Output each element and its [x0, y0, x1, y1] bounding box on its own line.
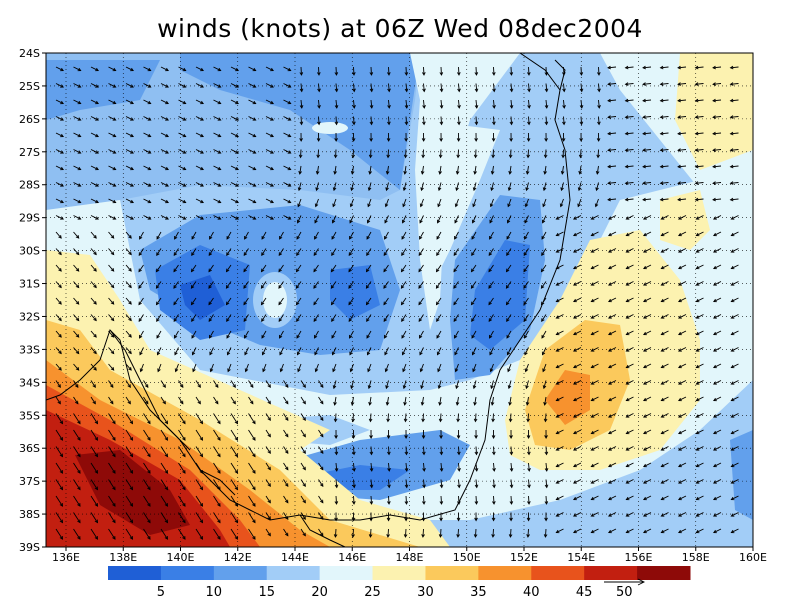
lon-tick-label: 150E	[453, 551, 481, 564]
colorbar-swatch	[213, 566, 268, 580]
colorbar-swatch	[584, 566, 638, 580]
lat-tick-label: 35S	[19, 409, 40, 422]
lat-tick-label: 30S	[19, 245, 40, 258]
wind-vectors	[55, 65, 739, 540]
lat-tick-label: 31S	[19, 278, 40, 291]
colorbar-label: 20	[311, 585, 328, 600]
lon-tick-label: 154E	[567, 551, 595, 564]
colorbar-label: 5	[157, 585, 165, 600]
colorbar-label: 25	[364, 585, 381, 600]
colorbar-swatch	[108, 566, 162, 580]
colorbar-swatch	[531, 566, 585, 580]
coastline	[46, 53, 571, 547]
lat-tick-label: 29S	[19, 212, 40, 225]
lon-tick-label: 160E	[739, 551, 767, 564]
axis-ticks: 136E 138E 140E 142E 144E 146E 148E 150E 152E 154E…	[19, 47, 767, 564]
lat-tick-label: 39S	[19, 541, 40, 554]
lon-tick-label: 140E	[167, 551, 195, 564]
lon-tick-label: 152E	[510, 551, 538, 564]
colorbar-swatch	[425, 566, 479, 580]
colorbar-swatch	[319, 566, 374, 580]
colorbar-label: 45	[576, 585, 593, 600]
lat-tick-label: 36S	[19, 442, 40, 455]
lon-tick-label: 142E	[224, 551, 252, 564]
lon-tick-label: 148E	[396, 551, 424, 564]
lat-tick-label: 32S	[19, 310, 40, 323]
lat-tick-label: 34S	[19, 376, 40, 389]
colorbar-label: 40	[523, 585, 540, 600]
lat-tick-label: 28S	[19, 179, 40, 192]
plot-frame	[45, 52, 754, 548]
lat-tick-label: 33S	[19, 343, 40, 356]
lon-tick-label: 144E	[281, 551, 309, 564]
lon-tick-label: 138E	[109, 551, 137, 564]
colorbar-swatch	[372, 566, 426, 580]
colorbar-label: 35	[470, 585, 487, 600]
lat-tick-label: 24S	[19, 47, 40, 60]
lat-tick-label: 26S	[19, 113, 40, 126]
lat-tick-label: 25S	[19, 80, 40, 93]
lon-tick-label: 136E	[52, 551, 80, 564]
reference-vector-label: 50	[616, 585, 633, 600]
colorbar-label: 10	[206, 585, 223, 600]
colorbar: 5 10 15 20 25 30 35 40 45 50	[108, 566, 691, 600]
map-title: winds (knots) at 06Z Wed 08dec2004	[157, 14, 643, 43]
lat-tick-label: 38S	[19, 508, 40, 521]
lon-tick-label: 146E	[338, 551, 366, 564]
colorbar-swatch	[266, 566, 321, 580]
lat-tick-label: 37S	[19, 475, 40, 488]
lon-tick-label: 156E	[625, 551, 653, 564]
colorbar-swatch	[478, 566, 532, 580]
reference-vector	[604, 578, 646, 586]
colorbar-label: 30	[417, 585, 434, 600]
lon-tick-label: 158E	[682, 551, 710, 564]
lat-tick-label: 27S	[19, 146, 40, 159]
colorbar-swatch	[160, 566, 215, 580]
colorbar-label: 15	[258, 585, 275, 600]
colorbar-swatch	[637, 566, 691, 580]
